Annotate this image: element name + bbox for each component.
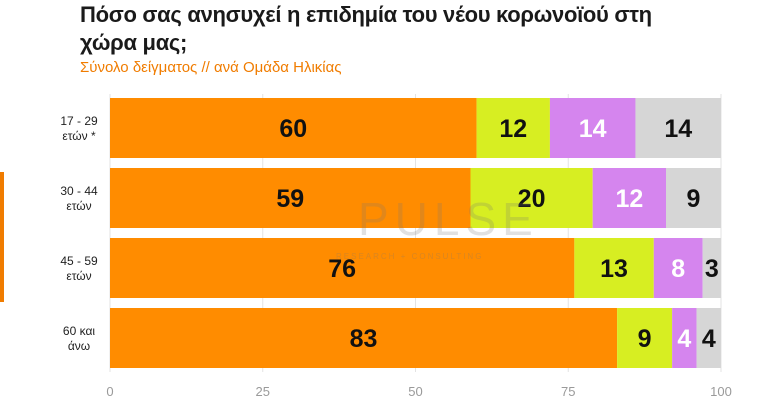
bar-segment: [110, 168, 471, 228]
side-accent-bar: [0, 172, 4, 302]
category-label: άνω: [68, 339, 90, 353]
bar-data-label: 4: [677, 325, 691, 353]
bar-data-label: 9: [638, 325, 652, 353]
bar-segment: [672, 308, 697, 368]
bar-segment: [110, 98, 477, 158]
bar-segment: [110, 308, 618, 368]
bar-data-label: 60: [279, 115, 307, 143]
x-tick-label: 25: [256, 384, 270, 399]
bar-data-label: 13: [600, 255, 628, 283]
category-label: 60 και: [63, 324, 95, 338]
x-tick-label: 75: [561, 384, 575, 399]
bar-data-label: 76: [328, 255, 356, 283]
bar-data-label: 3: [705, 255, 719, 283]
bar-data-label: 14: [579, 115, 607, 143]
category-label: ετών *: [62, 129, 96, 143]
category-label: 30 - 44: [60, 184, 98, 198]
bar-data-label: 12: [499, 115, 527, 143]
bar-segment: [617, 308, 673, 368]
category-label: 17 - 29: [60, 114, 98, 128]
bar-data-label: 59: [276, 185, 304, 213]
category-label: ετών: [66, 269, 91, 283]
bar-segment: [592, 168, 667, 228]
bar-segment: [574, 238, 654, 298]
bar-segment: [476, 98, 550, 158]
bar-segment: [110, 238, 575, 298]
bar-data-label: 12: [615, 185, 643, 213]
bar-segment: [549, 98, 636, 158]
bar-segment: [702, 238, 721, 298]
x-tick-label: 0: [106, 384, 113, 399]
bar-segment: [653, 238, 703, 298]
bar-segment: [470, 168, 593, 228]
bar-data-label: 8: [671, 255, 685, 283]
x-tick-label: 50: [408, 384, 422, 399]
category-label: 45 - 59: [60, 254, 98, 268]
bar-data-label: 14: [664, 115, 692, 143]
bar-data-label: 4: [702, 325, 716, 353]
category-label: ετών: [66, 199, 91, 213]
chart-title: Πόσο σας ανησυχεί η επιδημία του νέου κο…: [80, 2, 652, 55]
x-tick-label: 100: [710, 384, 732, 399]
chart-subtitle: Σύνολο δείγματος // ανά Ομάδα Ηλικίας: [80, 59, 342, 76]
bar-data-label: 83: [350, 325, 378, 353]
bar-data-label: 9: [687, 185, 701, 213]
bar-segment: [696, 308, 721, 368]
bar-data-label: 20: [518, 185, 546, 213]
bar-segment: [635, 98, 721, 158]
bar-segment: [666, 168, 721, 228]
